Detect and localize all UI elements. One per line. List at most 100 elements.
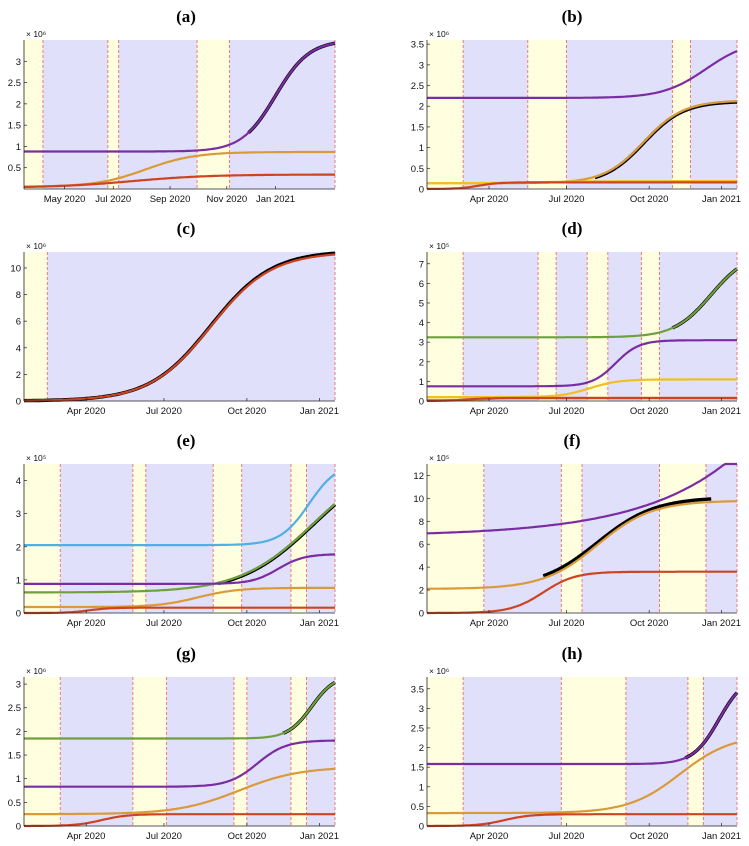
y-tick-label: 2 — [419, 357, 424, 368]
panel-title: (a) — [176, 7, 196, 26]
series-fit-2 — [24, 503, 336, 594]
y-tick-label: 5 — [419, 298, 424, 309]
y-tick-label: 1 — [16, 774, 21, 785]
axis-exponent-label: × 10⁶ — [26, 241, 46, 251]
y-tick-label: 1 — [419, 143, 424, 154]
phase-region — [24, 464, 61, 613]
y-tick-label: 0.5 — [8, 163, 21, 174]
y-tick-label: 0 — [419, 609, 424, 620]
y-tick-label: 2 — [16, 370, 21, 381]
x-tick-label: Nov 2020 — [206, 194, 247, 205]
phase-region — [427, 252, 464, 401]
series-fit-3 — [24, 767, 336, 816]
y-tick-label: 3 — [16, 509, 21, 520]
phase-region — [582, 464, 660, 613]
x-tick-label: Apr 2020 — [67, 831, 106, 842]
axis-exponent-label: × 10⁶ — [26, 29, 46, 39]
y-tick-label: 0 — [16, 609, 21, 620]
x-tick-label: Jul 2020 — [95, 194, 131, 205]
axis-exponent-label: × 10⁶ — [26, 666, 46, 676]
y-tick-label: 2 — [16, 99, 21, 110]
phase-region — [213, 464, 242, 613]
y-tick-label: 3 — [419, 60, 424, 71]
axis-exponent-label: × 10⁶ — [429, 666, 449, 676]
x-tick-label: Apr 2020 — [67, 618, 106, 629]
x-tick-label: Jan 2021 — [256, 194, 295, 205]
phase-region — [427, 464, 484, 613]
phase-region — [24, 40, 43, 189]
panel-title: (e) — [177, 431, 196, 450]
panel-f: (f) × 10⁵ 0 2 4 6 8 10 12 Apr 2020 Jul 2020 Oct 202… — [413, 431, 741, 629]
phase-region — [427, 40, 464, 189]
axis-exponent-label: × 10⁵ — [429, 241, 449, 251]
phase-region — [42, 40, 108, 189]
x-tick-label: Oct 2020 — [630, 194, 669, 205]
y-tick-label: 3 — [16, 680, 21, 691]
phase-region — [24, 252, 48, 401]
x-tick-label: May 2020 — [44, 194, 86, 205]
y-tick-label: 0 — [419, 397, 424, 408]
phase-region — [47, 252, 335, 401]
series-fit-4 — [24, 813, 335, 828]
phase-region — [24, 677, 61, 826]
x-tick-label: Apr 2020 — [470, 406, 509, 417]
x-tick-label: Jul 2020 — [146, 618, 182, 629]
y-tick-label: 0.5 — [411, 802, 424, 813]
x-tick-label: Jan 2021 — [300, 618, 339, 629]
phase-region — [118, 40, 198, 189]
x-tick-label: Apr 2020 — [67, 406, 106, 417]
y-tick-label: 4 — [16, 476, 21, 487]
y-tick-label: 1 — [16, 575, 21, 586]
x-tick-label: Oct 2020 — [228, 406, 267, 417]
x-tick-label: Jan 2021 — [702, 618, 741, 629]
y-tick-label: 1.5 — [8, 121, 21, 132]
series-fit-1 — [427, 50, 738, 100]
y-tick-label: 8 — [419, 517, 424, 528]
phase-region — [706, 464, 737, 613]
panel-b: (b) × 10⁶ 0 0.5 1 1.5 2 2.5 3 3.5 Apr 2020 Jul 2020… — [411, 7, 741, 205]
panel-h: (h) × 10⁶ 0 0.5 1 1.5 2 2.5 3 3.5 Apr 2020 Jul 2020… — [411, 644, 741, 842]
series-fit-2 — [427, 741, 738, 815]
y-tick-label: 0 — [419, 185, 424, 196]
x-tick-label: Jul 2020 — [146, 831, 182, 842]
series-fit-4 — [426, 181, 737, 191]
phase-region — [527, 40, 567, 189]
x-tick-label: Apr 2020 — [470, 194, 509, 205]
axis-exponent-label: × 10⁵ — [26, 453, 46, 463]
phase-region — [587, 252, 608, 401]
x-tick-label: Jan 2021 — [300, 831, 339, 842]
phase-region — [306, 677, 335, 826]
y-tick-label: 3 — [16, 57, 21, 68]
series-fit-3 — [427, 813, 737, 828]
panel-title: (g) — [176, 644, 196, 663]
axis-exponent-label: × 10⁵ — [429, 453, 449, 463]
y-tick-label: 0 — [16, 822, 21, 833]
phase-region — [197, 40, 230, 189]
panel-title: (d) — [562, 219, 583, 238]
phase-region — [690, 40, 737, 189]
x-tick-label: Jul 2020 — [146, 406, 182, 417]
series-fit-5 — [427, 397, 737, 402]
series-fit-1 — [427, 268, 738, 339]
y-tick-label: 0.5 — [8, 798, 21, 809]
y-tick-label: 2 — [16, 542, 21, 553]
y-tick-label: 2 — [419, 586, 424, 597]
series-fit-2 — [24, 739, 335, 788]
x-tick-label: Oct 2020 — [630, 618, 669, 629]
y-tick-label: 3 — [419, 704, 424, 715]
series-fit-5 — [24, 606, 335, 615]
y-tick-label: 1.5 — [8, 751, 21, 762]
y-tick-label: 2 — [419, 102, 424, 113]
phase-region — [607, 252, 642, 401]
series-fit-2 — [427, 500, 737, 590]
y-tick-label: 3 — [419, 338, 424, 349]
phase-region — [60, 677, 133, 826]
series-fit-3 — [427, 570, 737, 615]
y-tick-label: 2.5 — [411, 723, 424, 734]
phase-region — [107, 40, 119, 189]
x-tick-label: Jul 2020 — [549, 831, 585, 842]
y-tick-label: 2.5 — [8, 703, 21, 714]
x-tick-label: Jul 2020 — [549, 618, 585, 629]
x-tick-label: Oct 2020 — [228, 831, 267, 842]
